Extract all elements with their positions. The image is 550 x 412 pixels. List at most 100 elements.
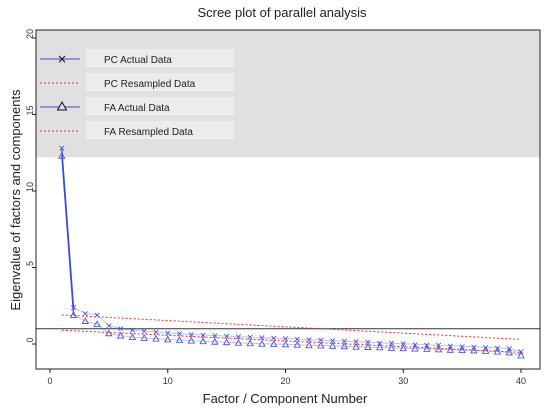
point-triangle-marker (140, 334, 148, 341)
point-x-marker: × (188, 330, 196, 340)
point-triangle-marker (187, 336, 195, 344)
point-x-marker: × (270, 334, 278, 344)
point-triangle-marker (81, 317, 89, 324)
legend-label: FA Resampled Data (104, 127, 193, 138)
y-tick-label: 15 (25, 105, 35, 115)
legend-entry-3: FA Resampled Data (40, 121, 234, 139)
point-x-marker: × (105, 322, 113, 332)
legend-label: PC Actual Data (104, 55, 172, 66)
legend-triangle-icon (56, 100, 68, 111)
point-triangle-marker (446, 345, 455, 353)
point-triangle-marker (328, 342, 337, 349)
series-2 (58, 151, 525, 359)
point-x-marker: × (164, 329, 172, 339)
legend-entry-1: PC Resampled Data (40, 73, 234, 91)
series-1 (61, 314, 522, 340)
point-x-marker: × (364, 338, 372, 348)
y-tick-label: 5 (25, 261, 35, 266)
series-line-drop (61, 155, 75, 315)
point-x-marker: × (329, 337, 337, 347)
point-x-marker: × (341, 337, 349, 347)
legend-x-icon: × (57, 52, 67, 66)
legend-entry-bg (86, 49, 234, 67)
series-line (61, 329, 522, 353)
series-line (61, 148, 522, 353)
legend-entry-2: FA Actual Data (40, 97, 234, 115)
point-x-marker: × (282, 334, 290, 344)
y-tick-label: 0 (25, 337, 35, 342)
series-line (61, 314, 522, 340)
point-triangle-marker (164, 335, 172, 343)
point-x-marker: × (211, 332, 219, 342)
x-tick-label: 30 (398, 376, 408, 386)
x-axis-label: Factor / Component Number (203, 391, 368, 406)
legend-entry-bg (86, 73, 234, 91)
point-triangle-marker (458, 346, 466, 354)
point-x-marker: × (152, 328, 160, 338)
series-line (61, 155, 522, 356)
x-tick-label: 20 (280, 376, 290, 386)
point-triangle-marker (211, 337, 219, 345)
point-triangle-marker (199, 337, 207, 345)
point-x-marker: × (82, 309, 90, 319)
legend-entry-bg (86, 121, 234, 139)
point-x-marker: × (223, 332, 231, 342)
point-x-marker: × (140, 327, 148, 337)
point-x-marker: × (246, 333, 254, 343)
y-tick-label: 20 (25, 29, 35, 39)
legend-label: PC Resampled Data (104, 79, 196, 90)
series-layer: ××× ×× × × × × × × × × × × × × × × × × × × × × × × × × × × × × × × × × × × × (58, 144, 525, 359)
point-triangle-marker (317, 341, 325, 349)
point-triangle-marker (387, 343, 396, 351)
point-triangle-marker (128, 333, 137, 341)
point-triangle-marker (352, 342, 360, 350)
y-axis-label: Eigenvalue of factors and components (8, 89, 23, 311)
point-x-marker: × (305, 336, 313, 346)
point-triangle-marker (434, 345, 443, 353)
point-triangle-marker (234, 338, 243, 346)
point-triangle-marker (116, 331, 125, 339)
point-triangle-marker (270, 340, 278, 347)
point-triangle-marker (93, 320, 101, 328)
y-tick-label: 10 (25, 182, 35, 192)
series-3 (61, 329, 522, 353)
point-triangle-marker (423, 345, 431, 352)
point-triangle-marker (411, 344, 419, 352)
point-triangle-marker (258, 339, 266, 347)
point-triangle-marker (69, 311, 78, 318)
point-triangle-marker (340, 342, 349, 350)
point-x-marker: × (93, 311, 101, 321)
point-x-marker: × (294, 335, 302, 345)
chart-title: Scree plot of parallel analysis (197, 5, 367, 20)
point-triangle-marker (281, 340, 290, 348)
point-triangle-marker (58, 151, 66, 159)
point-triangle-marker (399, 344, 407, 352)
legend: × PC Actual Data PC Resampled Data FA Actua… (40, 49, 234, 139)
point-triangle-marker (376, 343, 384, 351)
point-triangle-marker (222, 338, 231, 346)
point-triangle-marker (152, 334, 160, 342)
legend-entry-bg (86, 97, 234, 115)
point-x-marker: × (176, 330, 184, 340)
point-x-marker: × (352, 338, 360, 348)
point-x-marker: × (258, 334, 266, 344)
point-x-marker: × (317, 336, 325, 346)
legend-label: FA Actual Data (104, 103, 170, 114)
point-x-marker: × (235, 333, 243, 343)
point-x-marker: × (129, 326, 137, 336)
plot-frame (35, 29, 541, 370)
x-tick-label: 10 (163, 376, 173, 386)
point-triangle-marker (293, 340, 301, 348)
point-x-marker: × (199, 331, 207, 341)
series-0: ××× ×× × × × × × × × × × × × × × × × × × × × × × × × × × × × × × × × × × × × (58, 144, 525, 357)
axes: 0 10 20 30 40 0 5 10 15 20 (25, 29, 541, 386)
point-triangle-marker (305, 341, 313, 349)
point-x-marker: × (117, 325, 125, 335)
point-x-marker: × (58, 144, 66, 154)
point-triangle-marker (364, 343, 372, 350)
legend-entry-0: × PC Actual Data (40, 49, 234, 67)
x-tick-label: 0 (47, 376, 52, 386)
x-tick-label: 40 (516, 376, 526, 386)
point-triangle-marker (175, 336, 184, 343)
point-triangle-marker (470, 346, 478, 354)
